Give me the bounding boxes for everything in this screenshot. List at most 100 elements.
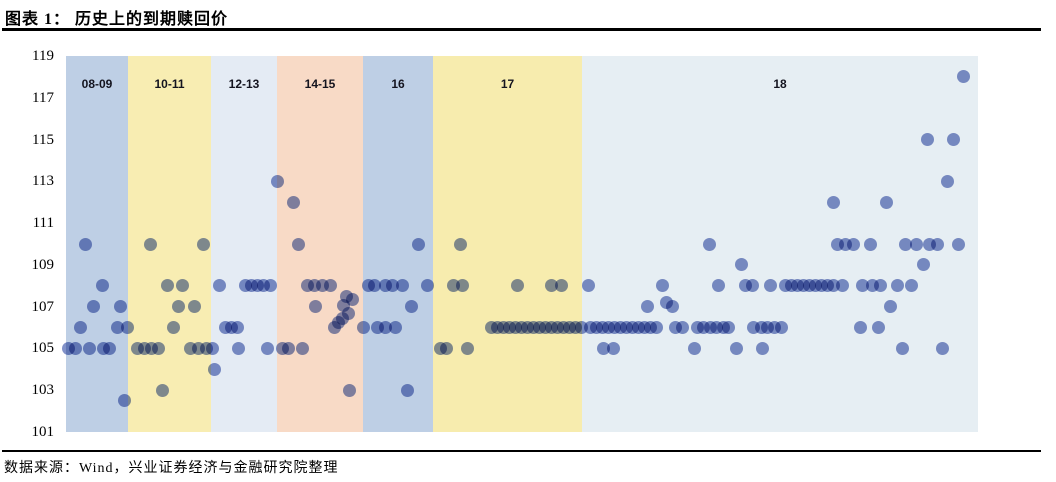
data-point xyxy=(404,300,418,314)
footer-divider xyxy=(2,450,1041,452)
data-point xyxy=(890,279,904,293)
data-point xyxy=(295,341,309,355)
data-point xyxy=(871,321,885,335)
data-point xyxy=(721,321,735,335)
data-point xyxy=(207,362,221,376)
y-axis-tick-label: 111 xyxy=(32,215,54,232)
data-point xyxy=(270,174,284,188)
y-axis-tick-label: 113 xyxy=(32,173,54,190)
y-axis-tick-label: 103 xyxy=(31,382,55,399)
data-point xyxy=(596,341,610,355)
period-band-label-12-13: 12-13 xyxy=(228,77,260,91)
period-band-14-15 xyxy=(277,56,363,432)
data-point xyxy=(763,279,777,293)
data-point xyxy=(455,279,469,293)
y-axis-tick-label: 117 xyxy=(32,89,54,106)
data-point xyxy=(956,70,970,84)
data-point xyxy=(388,321,402,335)
data-point xyxy=(920,133,934,147)
data-point xyxy=(439,341,453,355)
y-axis-tick-label: 115 xyxy=(32,131,54,148)
data-point xyxy=(510,279,524,293)
data-point xyxy=(263,279,277,293)
data-point xyxy=(835,279,849,293)
data-point xyxy=(655,279,669,293)
data-point xyxy=(774,321,788,335)
data-point xyxy=(120,321,134,335)
data-source: 数据来源：Wind，兴业证券经济与金融研究院整理 xyxy=(4,461,339,476)
y-axis-tick-label: 101 xyxy=(31,424,55,440)
data-point xyxy=(342,383,356,397)
data-point xyxy=(155,383,169,397)
data-point xyxy=(230,321,244,335)
data-point xyxy=(196,237,210,251)
data-point xyxy=(895,341,909,355)
data-point xyxy=(281,341,295,355)
y-axis-tick-label: 105 xyxy=(31,340,55,357)
data-point xyxy=(260,341,274,355)
period-band-08-09 xyxy=(66,56,128,432)
data-point xyxy=(675,321,689,335)
data-point xyxy=(323,279,337,293)
data-point xyxy=(143,237,157,251)
title-underline xyxy=(2,28,1041,31)
data-point xyxy=(846,237,860,251)
data-point xyxy=(286,195,300,209)
data-point xyxy=(581,279,595,293)
data-point xyxy=(151,341,165,355)
data-point xyxy=(935,341,949,355)
period-band-label-16: 16 xyxy=(391,77,405,91)
data-point xyxy=(755,341,769,355)
data-point xyxy=(327,321,341,335)
data-point xyxy=(171,300,185,314)
data-point xyxy=(212,279,226,293)
data-point xyxy=(554,279,568,293)
data-point xyxy=(665,300,679,314)
data-point xyxy=(951,237,965,251)
data-point xyxy=(930,237,944,251)
data-point xyxy=(863,237,877,251)
data-point xyxy=(385,279,399,293)
data-point xyxy=(826,195,840,209)
data-point xyxy=(86,300,100,314)
data-point xyxy=(640,300,654,314)
data-point xyxy=(898,237,912,251)
period-band-label-17: 17 xyxy=(500,77,515,91)
data-point xyxy=(649,321,663,335)
data-point xyxy=(729,341,743,355)
data-point xyxy=(175,279,189,293)
data-point xyxy=(879,195,893,209)
data-point xyxy=(291,237,305,251)
data-point xyxy=(400,383,414,397)
data-point xyxy=(745,279,759,293)
y-axis-tick-label: 119 xyxy=(32,48,54,64)
data-point xyxy=(73,321,87,335)
data-point xyxy=(711,279,725,293)
data-point xyxy=(544,279,558,293)
data-point xyxy=(916,258,930,272)
data-point xyxy=(873,279,887,293)
data-point xyxy=(853,321,867,335)
period-band-label-18: 18 xyxy=(773,77,787,91)
data-point xyxy=(102,341,116,355)
data-point xyxy=(113,300,127,314)
data-point xyxy=(460,341,474,355)
data-point xyxy=(166,321,180,335)
period-band-label-10-11: 10-11 xyxy=(154,77,185,91)
data-point xyxy=(411,237,425,251)
data-point xyxy=(160,279,174,293)
data-point xyxy=(78,237,92,251)
data-point xyxy=(904,279,918,293)
data-point xyxy=(95,279,109,293)
period-band-label-08-09: 08-09 xyxy=(81,77,113,91)
data-point xyxy=(855,279,869,293)
data-point xyxy=(420,279,434,293)
period-band-label-14-15: 14-15 xyxy=(304,77,336,91)
data-point xyxy=(117,394,131,408)
data-point xyxy=(734,258,748,272)
data-point xyxy=(946,133,960,147)
data-point xyxy=(909,237,923,251)
data-point xyxy=(453,237,467,251)
